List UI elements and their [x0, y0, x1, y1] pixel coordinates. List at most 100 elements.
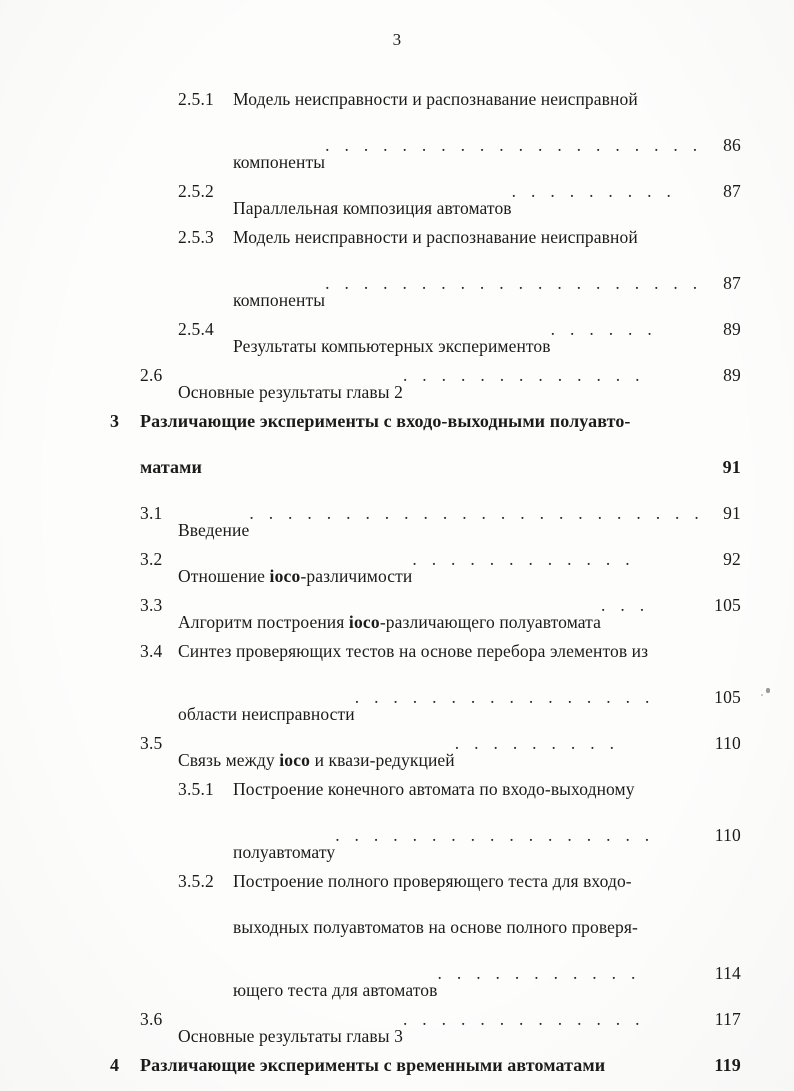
dot-leader: . . . . . . . . . . . . . . . . . . . .: [325, 135, 703, 155]
toc-entry[interactable]: 3.5.2 Построение полного проверяющего тес…: [0, 858, 794, 1000]
dot-leader: . . . . . . . . . . . . . . . .: [354, 687, 655, 707]
toc-entry-page-number: 105: [714, 687, 741, 707]
toc-entry-title: ющего теста для автоматов . . . . . . . …: [233, 950, 641, 1013]
toc-entry[interactable]: 3.5.1 Построение конечного автомата по вх…: [0, 766, 794, 862]
toc-entry-line: 3.1 Введение . . . . . . . . . . . . . . …: [0, 490, 794, 540]
toc-entry[interactable]: 3.4 Синтез проверяющих тестов на основе п…: [0, 628, 794, 724]
toc-entry[interactable]: 4 Различающие эксперименты с временными а…: [0, 1042, 794, 1088]
toc-entry[interactable]: 3 Различающие эксперименты с входо-выходн…: [0, 398, 794, 490]
toc-entry-line: 2.5.4 Результаты компьютерных эксперимент…: [0, 306, 794, 356]
toc-entry-line: компоненты . . . . . . . . . . . . . . .…: [0, 122, 794, 172]
toc-entry-line: 3.3 Алгоритм построения ioco-различающего…: [0, 582, 794, 632]
toc-entry[interactable]: 2.5.1 Модель неисправности и распознавани…: [0, 76, 794, 172]
toc-entry-line: 3.2 Отношение ioco-различимости . . . . .…: [0, 536, 794, 586]
toc-entry-line: полуавтомату . . . . . . . . . . . . . .…: [0, 812, 794, 862]
toc-entry[interactable]: 3.1 Введение . . . . . . . . . . . . . . …: [0, 490, 794, 540]
toc-entry-title: Основные результаты главы 2 . . . . . . …: [178, 352, 645, 415]
toc-entry-page-number: 119: [714, 1055, 741, 1075]
toc-entry-page-number: 89: [723, 365, 741, 385]
toc-entry-number: 2.6: [140, 365, 163, 385]
emphasised-term: ioco: [348, 612, 380, 632]
emphasised-term: ioco: [269, 566, 301, 586]
toc-entry-title-text: компоненты: [233, 290, 326, 310]
toc-entry-line: матами 91: [0, 444, 794, 490]
toc-entry-line: выходных полуавтоматов на основе полного…: [0, 904, 794, 950]
toc-entry-title: выходных полуавтоматов на основе полного…: [233, 904, 638, 950]
toc-entry-title: области неисправности . . . . . . . . . …: [178, 674, 655, 737]
toc-entry-title-text: Связь между ioco и квази-редукцией: [178, 750, 455, 770]
toc-entry-title-text: Алгоритм построения ioco-различающего по…: [178, 612, 601, 632]
toc-entry-title: Синтез проверяющих тестов на основе пере…: [178, 628, 648, 674]
toc-entry-title-text: полуавтомату: [233, 842, 336, 862]
toc-entry-title-text: Отношение ioco-различимости: [178, 566, 413, 586]
dot-leader: . . . . . . . . .: [454, 733, 620, 753]
dot-leader: . . . . . . . . . . . . .: [402, 365, 645, 385]
toc-entry-title-text: Различающие эксперименты с временными ав…: [140, 1055, 606, 1075]
toc-entry-title-text: Построение полного проверяющего теста дл…: [233, 871, 632, 891]
toc-entry-title-text: Модель неисправности и распознавание неи…: [233, 89, 638, 109]
toc-entry-title: Результаты компьютерных экспериментов . …: [233, 306, 657, 369]
toc-entry-line: 3 Различающие эксперименты с входо-выходн…: [0, 398, 794, 444]
toc-entry-title: Алгоритм построения ioco-различающего по…: [178, 582, 649, 645]
toc-entry-number: 3.3: [140, 595, 163, 615]
toc-entry-title-text: Различающие эксперименты с входо-выходны…: [140, 411, 631, 431]
toc-entry[interactable]: 3.5 Связь между ioco и квази-редукцией . …: [0, 720, 794, 770]
toc-entry[interactable]: 2.5.4 Результаты компьютерных эксперимент…: [0, 306, 794, 356]
toc-entry-page-number: 110: [714, 733, 741, 753]
toc-entry-title: Построение полного проверяющего теста дл…: [233, 858, 632, 904]
toc-entry-line: 2.5.1 Модель неисправности и распознавани…: [0, 76, 794, 122]
dot-leader: . . . . . . . . . . . . . . . . . . . .: [325, 273, 703, 293]
toc-entry-line: 2.5.3 Модель неисправности и распознавани…: [0, 214, 794, 260]
toc-entry-page-number: 86: [723, 135, 741, 155]
toc-entry-page-number: 114: [714, 963, 741, 983]
toc-entry-line: 4 Различающие эксперименты с временными а…: [0, 1042, 794, 1088]
toc-entry-page-number: 105: [714, 595, 741, 615]
toc-entry-title: Различающие эксперименты с входо-выходны…: [140, 398, 631, 444]
toc-entry[interactable]: 3.2 Отношение ioco-различимости . . . . .…: [0, 536, 794, 586]
toc-entry-title-text: компоненты: [233, 152, 326, 172]
toc-entry-title: Связь между ioco и квази-редукцией . . .…: [178, 720, 619, 783]
toc-entry[interactable]: 2.5.3 Модель неисправности и распознавани…: [0, 214, 794, 310]
toc-entry-number: 2.5.4: [178, 319, 214, 339]
toc-entry-title-text: матами: [140, 457, 202, 477]
toc-entry-number: 2.5.1: [178, 89, 214, 109]
toc-entry-title-text: Основные результаты главы 3: [178, 1026, 403, 1046]
toc-entry-line: 3.4 Синтез проверяющих тестов на основе п…: [0, 628, 794, 674]
toc-entry-page-number: 91: [723, 503, 741, 523]
toc-entry-page-number: 87: [723, 273, 741, 293]
toc-entry-number: 3.5.2: [178, 871, 214, 891]
dot-leader: . . . . . . . . . . . . . . . . .: [335, 825, 655, 845]
toc-entry-title: компоненты . . . . . . . . . . . . . . .…: [233, 122, 702, 185]
toc-entry-number: 3.4: [140, 641, 163, 661]
toc-entry-page-number: 92: [723, 549, 741, 569]
toc-entry[interactable]: 3.6 Основные результаты главы 3 . . . . .…: [0, 996, 794, 1046]
toc-entry-title-text: Основные результаты главы 2: [178, 382, 403, 402]
dot-leader: . . . . . . . . . . . . . . . . . . . . …: [249, 503, 705, 523]
toc-entry-line: 3.5.1 Построение конечного автомата по вх…: [0, 766, 794, 812]
toc-entry-title: полуавтомату . . . . . . . . . . . . . .…: [233, 812, 654, 875]
emphasised-term: ioco: [279, 750, 311, 770]
page-number: 3: [392, 30, 402, 49]
toc-entry-number: 4: [110, 1055, 120, 1075]
toc-entry-number: 2.5.2: [178, 181, 214, 201]
toc-entry-title: Введение . . . . . . . . . . . . . . . .…: [178, 490, 704, 553]
toc-entry-number: 2.5.3: [178, 227, 214, 247]
toc-entry-title-text: Параллельная композиция автоматов: [233, 198, 512, 218]
toc-entry-title-text: Построение конечного автомата по входо-в…: [233, 779, 635, 799]
dot-leader: . . . . . . . . . . . . .: [402, 1009, 645, 1029]
toc-entry-title-text: выходных полуавтоматов на основе полного…: [233, 917, 638, 937]
toc-entry-page-number: 87: [723, 181, 741, 201]
toc-entry[interactable]: 2.5.2 Параллельная композиция автоматов .…: [0, 168, 794, 218]
scan-speck: [766, 688, 770, 693]
toc-entry-title: Модель неисправности и распознавание неи…: [233, 76, 638, 122]
toc-entry-line: 2.6 Основные результаты главы 2 . . . . .…: [0, 352, 794, 402]
toc-entry-title: компоненты . . . . . . . . . . . . . . .…: [233, 260, 702, 323]
toc-entry-title: Отношение ioco-различимости . . . . . . …: [178, 536, 635, 599]
toc-entry-title-text: Синтез проверяющих тестов на основе пере…: [178, 641, 649, 661]
toc-entry-page-number: 117: [714, 1009, 741, 1029]
toc-entry[interactable]: 2.6 Основные результаты главы 2 . . . . .…: [0, 352, 794, 402]
toc-entry[interactable]: 3.3 Алгоритм построения ioco-различающего…: [0, 582, 794, 632]
toc-entry-number: 3.1: [140, 503, 163, 523]
toc-entry-title-text: Модель неисправности и распознавание неи…: [233, 227, 638, 247]
toc-entry-title: матами: [140, 444, 202, 490]
